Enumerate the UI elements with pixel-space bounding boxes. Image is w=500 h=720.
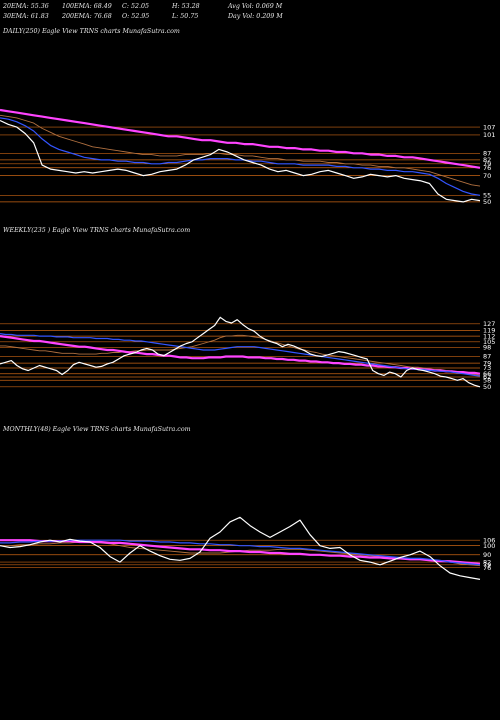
indicator-value: L: 50.75 xyxy=(172,13,199,20)
indicator-value: Day Vol: 0.209 M xyxy=(228,13,283,20)
level-label: 62 xyxy=(483,373,491,381)
price-line xyxy=(0,119,481,203)
ema_brown-line xyxy=(0,114,481,187)
ema_brown-line xyxy=(0,334,481,376)
level-label: 82 xyxy=(483,156,491,164)
level-label: 58 xyxy=(483,376,491,384)
weekly-panel-title: WEEKLY(235 ) Eagle View TRNS charts Muna… xyxy=(3,227,191,234)
indicator-value: 100EMA: 68.49 xyxy=(62,3,112,10)
level-label: 87 xyxy=(483,353,491,361)
level-label: 90 xyxy=(483,551,491,559)
indicator-value: 30EMA: 61.83 xyxy=(3,13,49,20)
level-label: 70 xyxy=(483,172,491,180)
level-label: 100 xyxy=(483,542,495,550)
level-label: 119 xyxy=(483,327,495,335)
indicator-value: C: 52.05 xyxy=(122,3,149,10)
level-label: 79 xyxy=(483,561,491,569)
level-label: 112 xyxy=(483,332,495,340)
ema_magenta-line xyxy=(0,539,481,565)
monthly-panel-title: MONTHLY(48) Eagle View TRNS charts Munaf… xyxy=(3,426,191,433)
level-label: 101 xyxy=(483,131,495,139)
indicator-value: H: 53.28 xyxy=(172,3,200,10)
level-label: 50 xyxy=(483,198,491,206)
indicator-value: O: 52.95 xyxy=(122,13,150,20)
level-label: 105 xyxy=(483,338,495,346)
level-label: 106 xyxy=(483,536,495,544)
level-label: 76 xyxy=(483,564,491,572)
level-label: 76 xyxy=(483,164,491,172)
level-label: 79 xyxy=(483,160,491,168)
indicator-value: 20EMA: 55.36 xyxy=(3,3,49,10)
level-label: 79 xyxy=(483,359,491,367)
ema_blue-line xyxy=(0,117,481,196)
ema_magenta-line xyxy=(0,108,481,169)
daily-panel-title: DAILY(250) Eagle View TRNS charts Munafa… xyxy=(3,28,180,35)
level-label: 73 xyxy=(483,364,491,372)
level-label: 127 xyxy=(483,320,495,328)
indicator-value: 200EMA: 76.68 xyxy=(62,13,112,20)
level-label: 50 xyxy=(483,383,491,391)
ema_blue-line xyxy=(0,539,481,566)
price-line xyxy=(0,516,481,580)
level-label: 55 xyxy=(483,192,491,200)
level-label: 66 xyxy=(483,370,491,378)
level-label: 107 xyxy=(483,123,495,131)
price-line xyxy=(0,316,481,388)
indicator-value: Avg Vol: 0.069 M xyxy=(228,3,283,10)
level-label: 87 xyxy=(483,150,491,158)
level-label: 98 xyxy=(483,344,491,352)
ema_blue-line xyxy=(0,333,481,377)
level-label: 82 xyxy=(483,558,491,566)
